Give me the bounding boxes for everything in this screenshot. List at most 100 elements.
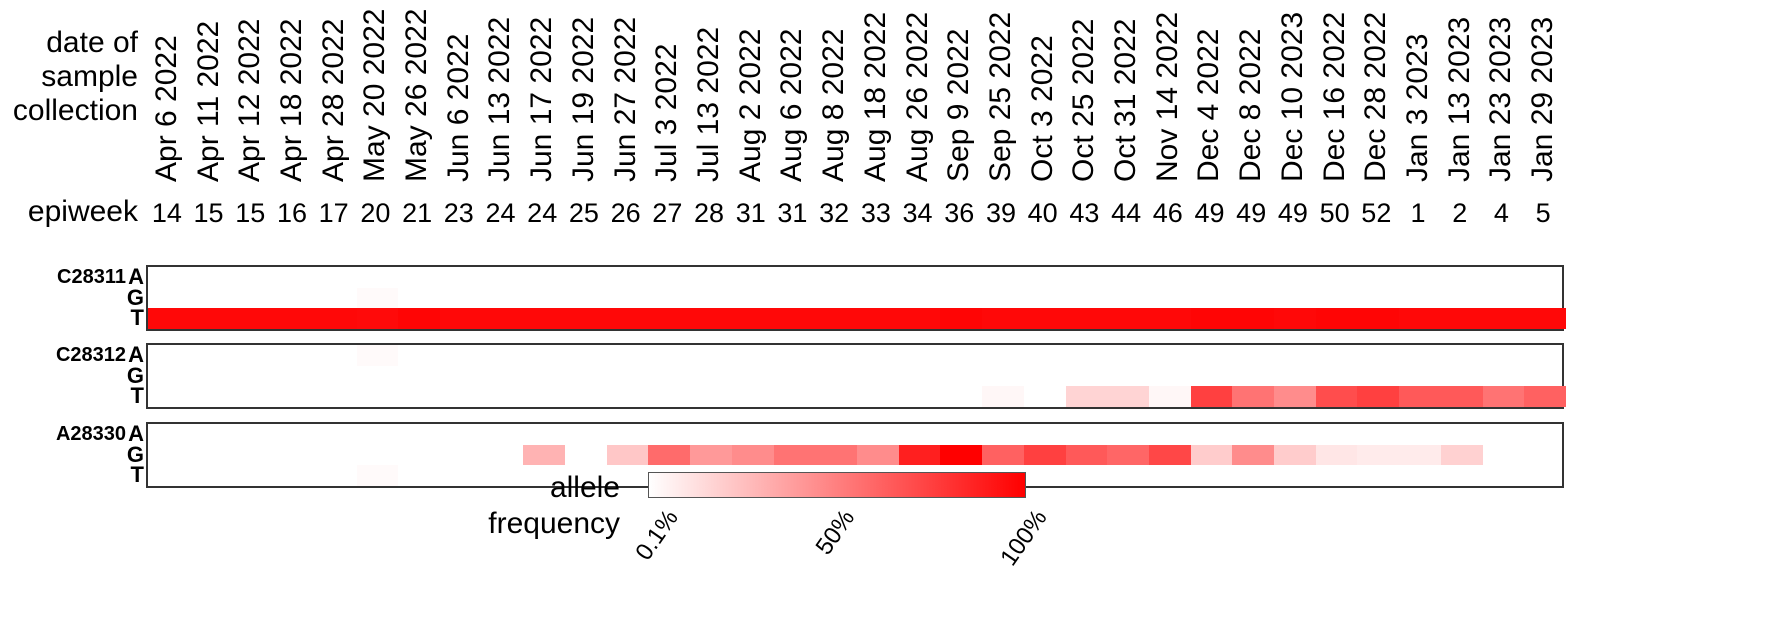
date-tick: Oct 31 2022 bbox=[1109, 18, 1143, 182]
date-tick: Jun 13 2022 bbox=[483, 16, 517, 182]
heatmap-cell bbox=[1065, 386, 1108, 407]
heatmap-cell bbox=[1315, 386, 1358, 407]
legend-tick-label: 100% bbox=[994, 505, 1053, 571]
heatmap-cell bbox=[565, 308, 607, 329]
heatmap-row bbox=[148, 444, 1562, 466]
heatmap-cell bbox=[1399, 308, 1441, 329]
date-tick: May 20 2022 bbox=[358, 8, 392, 182]
heatmap-cell bbox=[690, 444, 732, 466]
epiweek-tick: 20 bbox=[360, 198, 391, 228]
epiweek-tick: 32 bbox=[819, 198, 850, 228]
date-tick: Dec 16 2022 bbox=[1317, 11, 1351, 182]
date-tick: Jun 6 2022 bbox=[441, 33, 475, 182]
heatmap-cell bbox=[273, 308, 315, 329]
date-tick: Apr 6 2022 bbox=[149, 35, 183, 182]
date-tick: Oct 25 2022 bbox=[1067, 18, 1101, 182]
heatmap-cell bbox=[1232, 308, 1275, 329]
allele-label: G bbox=[126, 284, 144, 310]
date-tick: Jun 19 2022 bbox=[566, 16, 600, 182]
heatmap-cell bbox=[1232, 444, 1275, 466]
heatmap-cell bbox=[648, 444, 691, 466]
heatmap-cell bbox=[731, 444, 774, 466]
heatmap-panel-a28330 bbox=[146, 422, 1564, 488]
date-tick: Aug 8 2022 bbox=[817, 28, 851, 182]
epiweek-tick: 49 bbox=[1277, 198, 1308, 228]
heatmap-cell bbox=[523, 308, 566, 329]
heatmap-cell bbox=[1148, 308, 1191, 329]
heatmap-cell bbox=[606, 444, 649, 466]
date-tick: Nov 14 2022 bbox=[1150, 11, 1184, 182]
heatmap-cell bbox=[1440, 386, 1483, 407]
heatmap-cell bbox=[1524, 308, 1566, 329]
epiweek-tick: 5 bbox=[1535, 198, 1551, 228]
date-tick: Aug 26 2022 bbox=[900, 11, 934, 182]
site-label: C28311 bbox=[57, 266, 126, 288]
heatmap-cell bbox=[1274, 386, 1316, 407]
heatmap-cell bbox=[982, 308, 1024, 329]
heatmap-cell bbox=[940, 444, 983, 466]
heatmap-cell bbox=[1399, 386, 1441, 407]
heatmap-cell bbox=[1148, 444, 1191, 466]
heatmap-panel-c28312 bbox=[146, 343, 1566, 409]
heatmap-cell bbox=[1357, 444, 1400, 466]
allele-label: G bbox=[126, 362, 144, 388]
date-tick: Sep 9 2022 bbox=[942, 28, 976, 182]
heatmap-cell bbox=[815, 308, 857, 329]
heatmap-row bbox=[148, 366, 1562, 387]
epiweek-tick: 39 bbox=[985, 198, 1016, 228]
legend-tick-label: 0.1% bbox=[630, 505, 685, 566]
heatmap-cell bbox=[439, 308, 482, 329]
heatmap-cell bbox=[1274, 308, 1316, 329]
epiweek-tick: 23 bbox=[443, 198, 474, 228]
heatmap-cell bbox=[1440, 444, 1483, 466]
epiweek-tick: 44 bbox=[1111, 198, 1142, 228]
date-tick: Dec 10 2023 bbox=[1275, 11, 1309, 182]
epiweek-tick: 25 bbox=[568, 198, 599, 228]
heatmap-cell bbox=[356, 465, 399, 486]
heatmap-cell bbox=[481, 308, 524, 329]
epiweek-tick: 31 bbox=[777, 198, 808, 228]
site-label: A28330 bbox=[55, 423, 126, 445]
date-tick: Jun 17 2022 bbox=[525, 16, 559, 182]
date-tick: Aug 18 2022 bbox=[858, 11, 892, 182]
date-tick: Jan 23 2023 bbox=[1484, 16, 1518, 182]
epiweek-tick: 52 bbox=[1361, 198, 1392, 228]
heatmap-cell bbox=[356, 345, 399, 366]
epiweek-tick: 24 bbox=[527, 198, 558, 228]
allele-label: A bbox=[128, 342, 144, 367]
date-tick: Jun 27 2022 bbox=[608, 16, 642, 182]
heatmap-cell bbox=[1315, 308, 1358, 329]
heatmap-cell bbox=[982, 386, 1024, 407]
heatmap-cell bbox=[898, 444, 941, 466]
epiweek-tick: 49 bbox=[1194, 198, 1225, 228]
heatmap-cell bbox=[1023, 444, 1066, 466]
heatmap-row bbox=[148, 465, 1562, 486]
epiweek-tick: 14 bbox=[151, 198, 182, 228]
heatmap-row bbox=[148, 386, 1566, 407]
heatmap-cell bbox=[1482, 308, 1525, 329]
epiweek-tick: 15 bbox=[235, 198, 266, 228]
epiweek-tick: 26 bbox=[610, 198, 641, 228]
date-header-label: date of sample collection bbox=[12, 26, 138, 127]
epiweek-tick: 40 bbox=[1027, 198, 1058, 228]
epiweek-tick: 43 bbox=[1069, 198, 1100, 228]
date-tick: Sep 25 2022 bbox=[983, 11, 1017, 182]
site-label: C28312 bbox=[55, 344, 126, 366]
heatmap-cell bbox=[731, 308, 774, 329]
epiweek-tick: 50 bbox=[1319, 198, 1350, 228]
date-tick: Jan 29 2023 bbox=[1526, 16, 1560, 182]
allele-label: A bbox=[128, 421, 144, 446]
allele-label: G bbox=[126, 441, 144, 467]
heatmap-cell bbox=[356, 287, 399, 309]
heatmap-cell bbox=[1315, 444, 1358, 466]
heatmap-cell bbox=[189, 308, 232, 329]
heatmap-row bbox=[148, 424, 1562, 445]
epiweek-tick: 49 bbox=[1236, 198, 1267, 228]
epiweek-tick: 46 bbox=[1152, 198, 1183, 228]
heatmap-cell bbox=[1190, 308, 1233, 329]
heatmap-cell bbox=[1107, 308, 1149, 329]
date-tick: Apr 12 2022 bbox=[233, 18, 267, 182]
heatmap-row bbox=[148, 308, 1566, 329]
date-tick: Jan 13 2023 bbox=[1442, 16, 1476, 182]
heatmap-cell bbox=[1357, 308, 1400, 329]
